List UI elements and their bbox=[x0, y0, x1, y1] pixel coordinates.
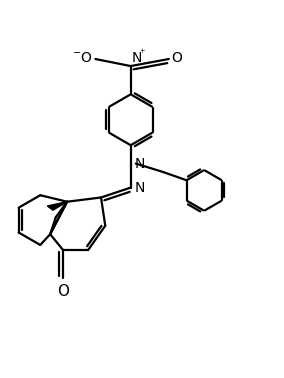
Text: $^{+}$: $^{+}$ bbox=[139, 48, 146, 58]
Text: O: O bbox=[57, 284, 69, 299]
Text: $^{-}$O: $^{-}$O bbox=[72, 51, 93, 65]
Text: N: N bbox=[134, 181, 145, 195]
Text: N: N bbox=[132, 51, 143, 65]
Text: O: O bbox=[171, 51, 182, 65]
Text: N: N bbox=[134, 156, 145, 170]
Polygon shape bbox=[47, 202, 67, 210]
